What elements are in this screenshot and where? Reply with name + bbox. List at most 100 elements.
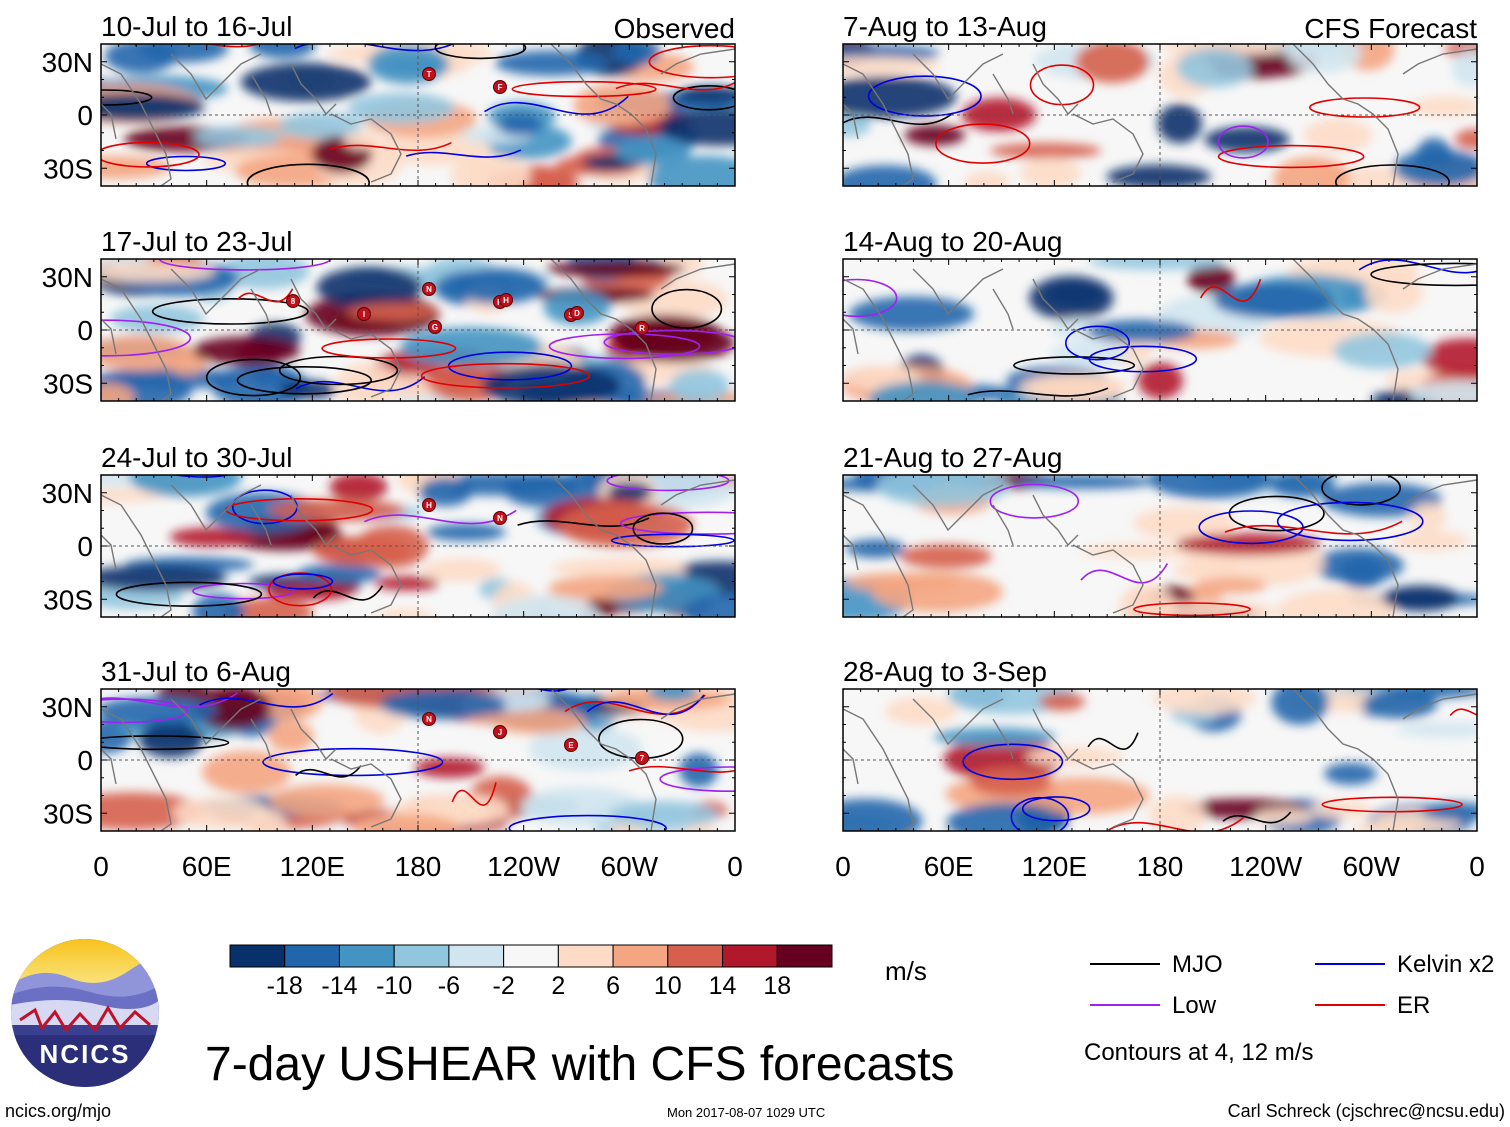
colorbar-tick: -6 — [438, 972, 460, 1000]
lat-label: 30N — [42, 478, 93, 509]
panel-ticks — [842, 688, 1478, 832]
footer-author: Carl Schreck (cjschrec@ncsu.edu) — [1228, 1101, 1505, 1121]
lat-label: 30N — [42, 692, 93, 723]
colorbar-tick: 2 — [551, 972, 565, 1000]
lat-label: 0 — [77, 100, 93, 131]
storm-marker: G — [428, 320, 442, 334]
coastlines — [843, 475, 1477, 617]
lat-label: 30S — [43, 153, 93, 184]
panel-ticks — [842, 258, 1478, 402]
colorbar-bin — [667, 944, 724, 968]
panel-ticks — [842, 43, 1478, 187]
storm-label: G — [432, 323, 438, 332]
colorbar: -18 -14 -10 -6 -2 2 6 10 14 18 — [229, 944, 833, 1000]
panel-period: 17-Jul to 23-Jul — [101, 226, 292, 257]
lon-label: 180 — [395, 851, 442, 882]
panel-period: 7-Aug to 13-Aug — [843, 11, 1047, 42]
lon-label: 0 — [93, 851, 109, 882]
coastlines — [101, 259, 735, 401]
storm-label: F — [498, 83, 503, 92]
panel-period: 14-Aug to 20-Aug — [843, 226, 1063, 257]
lat-label: 0 — [77, 315, 93, 346]
legend-label: Kelvin x2 — [1397, 951, 1494, 978]
storm-label: H — [503, 296, 509, 305]
colorbar-bin — [229, 944, 286, 968]
lon-label: 180 — [1137, 851, 1184, 882]
panel-ticks — [100, 258, 736, 402]
footer-url: ncics.org/mjo — [5, 1101, 111, 1121]
storm-markers: HN — [422, 498, 507, 525]
storm-label: D — [574, 309, 580, 318]
lat-label: 30S — [43, 368, 93, 399]
lon-label: 60E — [182, 851, 232, 882]
coastlines — [843, 689, 1477, 831]
storm-marker: H — [499, 293, 513, 307]
lon-label: 60E — [924, 851, 974, 882]
storm-label: N — [497, 514, 503, 523]
coastlines — [843, 44, 1477, 186]
lat-label: 30S — [43, 798, 93, 829]
colorbar-bin — [284, 944, 340, 968]
storm-marker: I — [357, 307, 371, 321]
ncics-logo: NCICS — [11, 939, 159, 1087]
lat-label: 0 — [77, 745, 93, 776]
colorbar-tick: 14 — [709, 972, 737, 1000]
storm-marker: 7 — [635, 751, 649, 765]
panel-period: 24-Jul to 30-Jul — [101, 442, 292, 473]
coastlines — [101, 475, 735, 617]
panel-period: 10-Jul to 16-Jul — [101, 11, 292, 42]
panel-ticks — [100, 688, 736, 832]
lon-label: 0 — [1469, 851, 1485, 882]
storm-label: I — [363, 310, 365, 319]
colorbar-tick: -10 — [376, 972, 412, 1000]
storm-label: N — [426, 715, 432, 724]
coastlines — [101, 44, 735, 186]
coastlines — [101, 689, 735, 831]
colorbar-bin — [612, 944, 669, 968]
colorbar-tick: 6 — [606, 972, 620, 1000]
lon-label: 0 — [835, 851, 851, 882]
panel-fc3: 21-Aug to 27-Aug — [842, 442, 1478, 618]
storm-marker: 8 — [286, 294, 300, 308]
storm-label: N — [426, 285, 432, 294]
lat-label: 30S — [43, 584, 93, 615]
contour-lines — [962, 708, 1477, 831]
storm-label: E — [568, 741, 574, 750]
contour-lines — [843, 259, 1477, 397]
panel-ticks — [842, 474, 1478, 618]
contour-lines — [843, 64, 1450, 186]
legend-label: ER — [1397, 992, 1430, 1019]
lon-label: 120W — [1229, 851, 1303, 882]
shading-field — [843, 259, 1477, 401]
lat-label: 30N — [42, 262, 93, 293]
colorbar-bin — [776, 944, 833, 968]
storm-marker: J — [493, 725, 507, 739]
panel-period: 28-Aug to 3-Sep — [843, 656, 1047, 687]
storm-marker: R — [635, 321, 649, 335]
lon-label: 120E — [1022, 851, 1087, 882]
observed-header: Observed — [614, 13, 735, 44]
storm-marker: F — [493, 80, 507, 94]
longitude-axes: 0 60E 120E 180 120W 60W 0 0 60E 120E 180 120W 60W 0 — [93, 851, 1485, 882]
storm-markers: N J E 7 — [422, 712, 649, 765]
storm-markers: NKSR8IGHD — [286, 282, 649, 335]
footer-timestamp: Mon 2017-08-07 1029 UTC — [667, 1105, 825, 1120]
contour-note: Contours at 4, 12 m/s — [1084, 1039, 1313, 1066]
colorbar-bin — [393, 944, 450, 968]
colorbar-units: m/s — [885, 956, 927, 986]
storm-marker: T — [422, 67, 436, 81]
storm-markers: TF — [422, 67, 507, 94]
panel-period: 31-Jul to 6-Aug — [101, 656, 291, 687]
colorbar-tick: -14 — [321, 972, 357, 1000]
storm-label: 7 — [640, 754, 645, 763]
storm-marker: N — [493, 511, 507, 525]
storm-marker: N — [422, 712, 436, 726]
storm-label: R — [639, 324, 645, 333]
storm-marker: E — [564, 738, 578, 752]
panel-obs4: N J E 7 31-Jul to 6-Aug 30N 0 30S — [42, 656, 736, 832]
colorbar-bin — [448, 944, 505, 968]
